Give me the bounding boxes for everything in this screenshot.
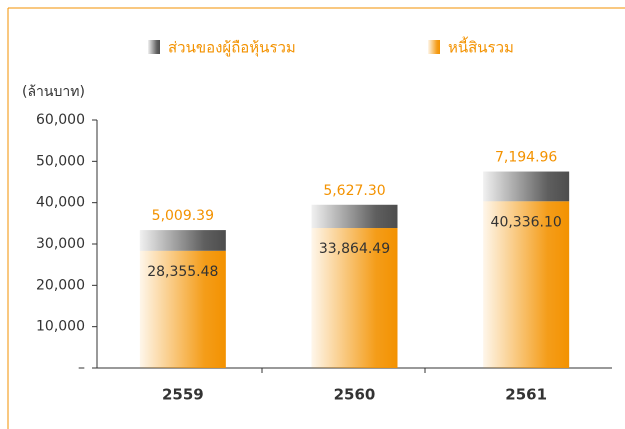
y-tick-label: 30,000 [36, 236, 85, 252]
legend-label: หนี้สินรวม [448, 37, 514, 57]
value-label: 40,336.10 [491, 214, 562, 230]
legend-swatch [428, 40, 440, 54]
bar-segment [311, 204, 398, 229]
y-tick-label: 10,000 [36, 319, 85, 335]
value-label: 5,627.30 [323, 183, 385, 199]
x-tick-label: 2559 [162, 386, 204, 404]
y-tick-label: – [78, 360, 85, 376]
bar-segment [311, 228, 398, 368]
legend-label: ส่วนของผู้ถือหุ้นรวม [168, 39, 296, 58]
bar-segment [139, 230, 226, 251]
value-label: 7,194.96 [495, 150, 557, 166]
bar-segment [139, 250, 226, 368]
value-label: 5,009.39 [152, 208, 214, 224]
y-axis-label: (ล้านบาท) [22, 84, 85, 100]
bar-segment [483, 171, 570, 202]
value-label: 33,864.49 [319, 241, 390, 257]
x-tick-label: 2560 [334, 386, 376, 404]
y-tick-label: 50,000 [36, 153, 85, 169]
value-label: 28,355.48 [147, 264, 218, 280]
legend-swatch [148, 40, 160, 54]
x-tick-label: 2561 [505, 386, 547, 404]
y-tick-label: 40,000 [36, 195, 85, 211]
bar-segment [483, 201, 570, 368]
y-tick-label: 20,000 [36, 277, 85, 293]
y-tick-label: 60,000 [36, 112, 85, 128]
